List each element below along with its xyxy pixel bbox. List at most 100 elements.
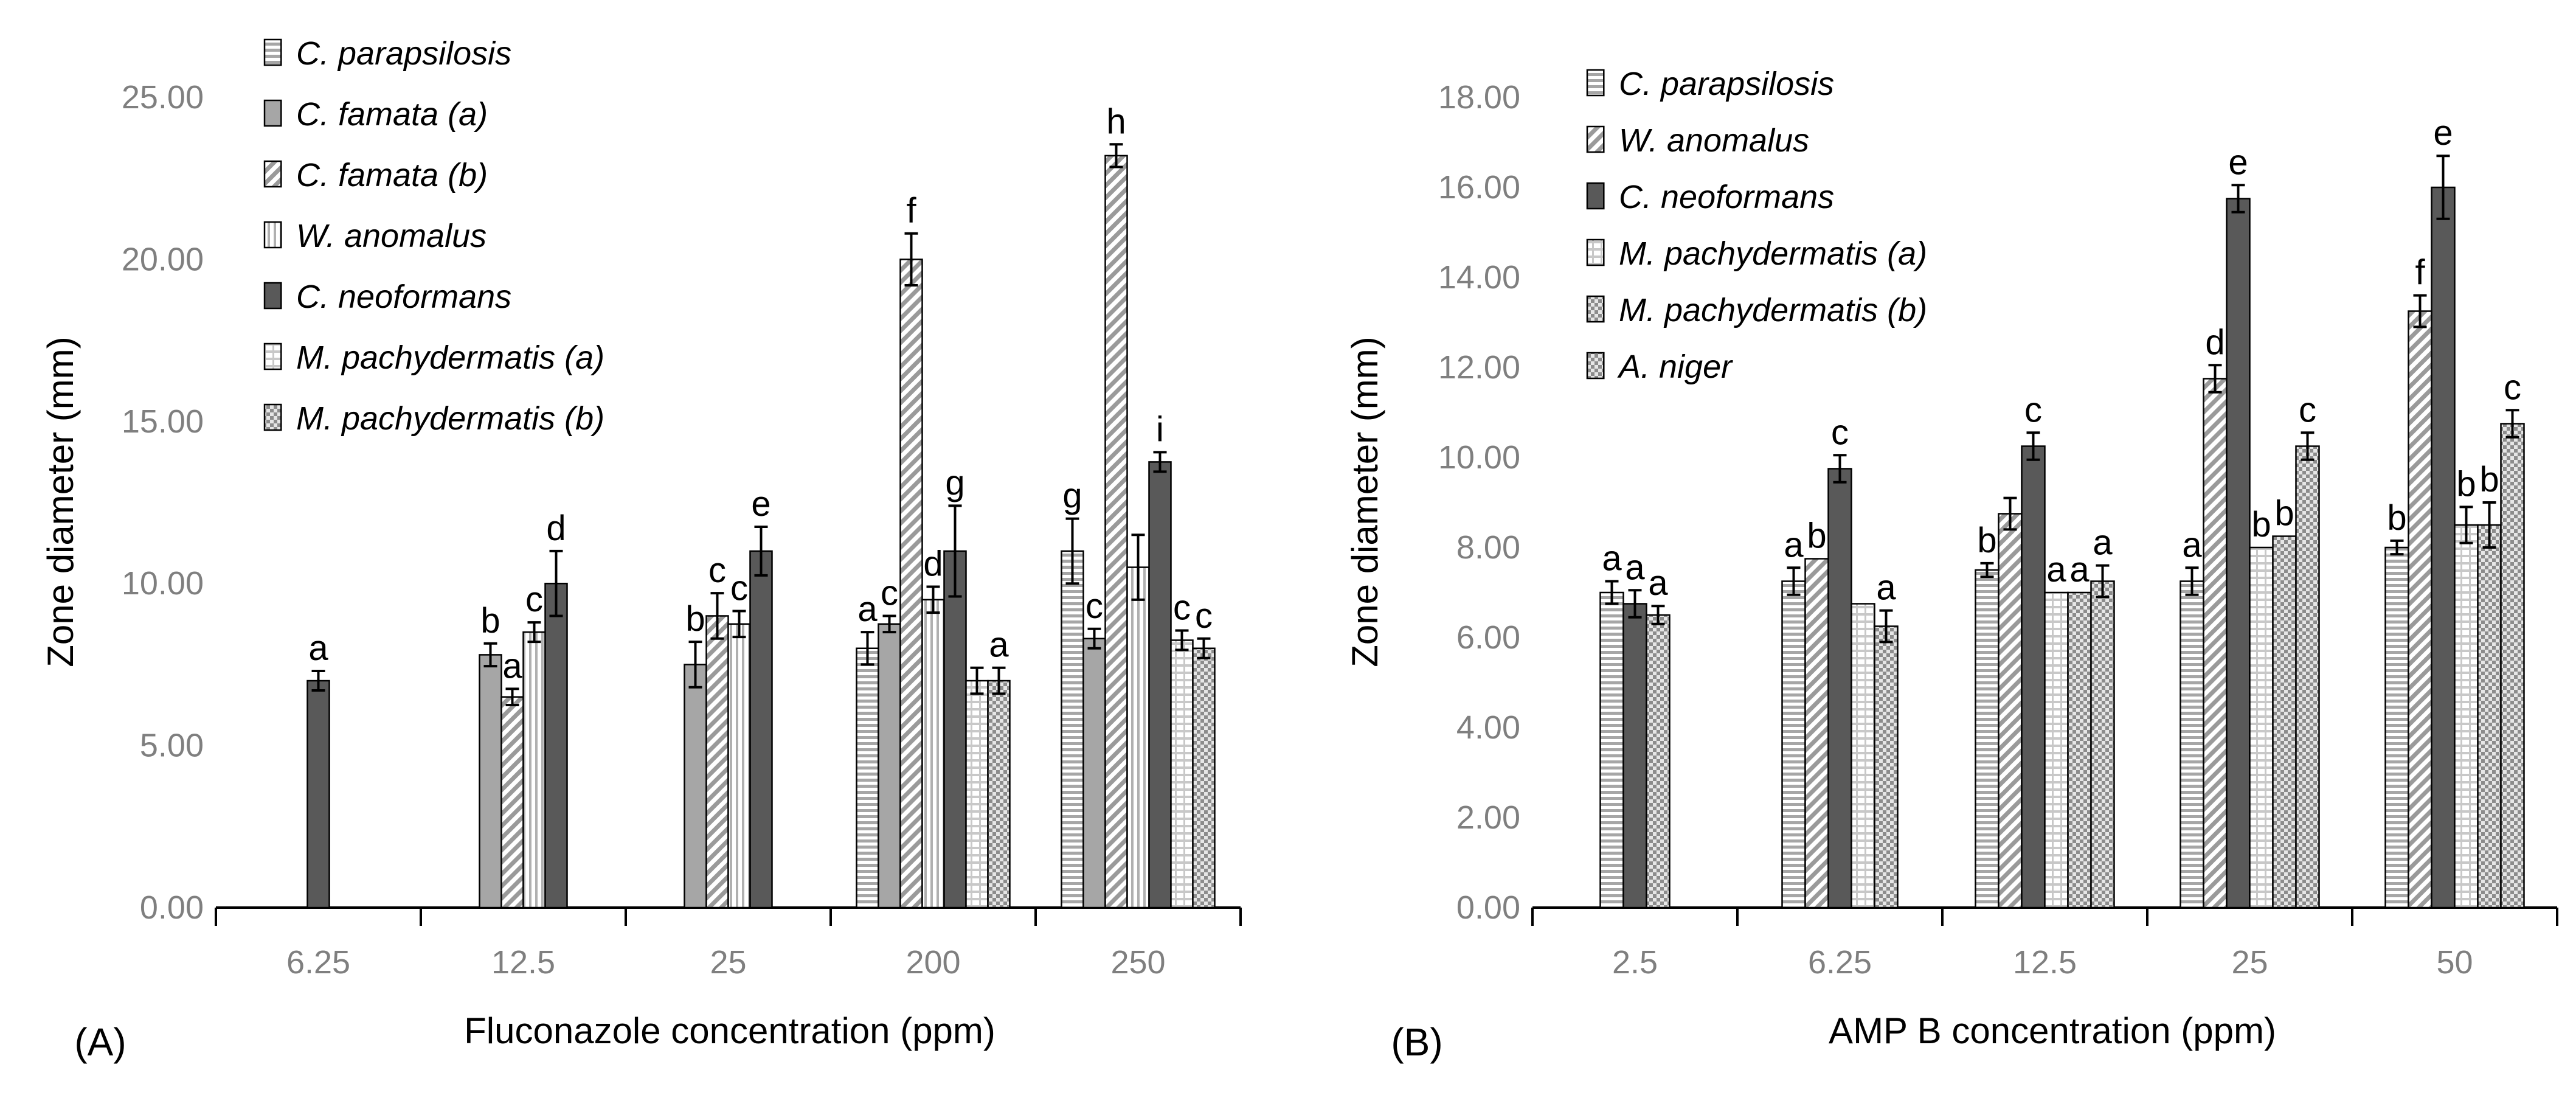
bar-a-2-4: [1104, 155, 1128, 909]
legend-label: M. pachydermatis (b): [1619, 292, 1927, 328]
significance-letter: c: [1085, 586, 1103, 626]
significance-letter: a: [1648, 563, 1668, 603]
significance-letter: c: [1195, 596, 1213, 636]
significance-letter: a: [1784, 525, 1804, 565]
significance-letter: g: [945, 463, 964, 502]
legend-swatch: [1586, 295, 1605, 323]
x-tick-label: 25: [710, 944, 746, 981]
bar-a-3-2: [727, 623, 751, 909]
bar-a-0-4: [1061, 550, 1084, 909]
panel-label: (A): [74, 1020, 126, 1064]
legend-label: C. famata (b): [296, 157, 488, 193]
x-tick-label: 12.5: [491, 944, 555, 981]
x-tick-label: 6.25: [286, 944, 350, 981]
bar-a-5-4: [1170, 639, 1194, 909]
significance-letter: f: [2415, 253, 2425, 293]
significance-letter: a: [308, 628, 328, 668]
bar-b-5-0: [1646, 614, 1671, 909]
bar-a-1-2: [684, 664, 707, 909]
bar-a-4-4: [1148, 461, 1172, 909]
bar-b-2-2: [2021, 445, 2046, 909]
bar-b-0-4: [2384, 546, 2409, 909]
y-tick-label: 8.00: [1456, 529, 1520, 566]
bar-a-3-1: [522, 631, 546, 909]
x-tick-label: 250: [1110, 944, 1165, 981]
legend-label: C. neoformans: [1619, 179, 1834, 215]
significance-letter: c: [2504, 367, 2521, 407]
bar-b-2-1: [1827, 468, 1852, 909]
significance-letter: e: [2433, 113, 2453, 153]
y-tick-label: 0.00: [1456, 889, 1520, 926]
legend-label: M. pachydermatis (a): [1619, 235, 1927, 272]
significance-letter: c: [2024, 390, 2042, 429]
y-tick-label: 6.00: [1456, 619, 1520, 656]
significance-letter: c: [708, 551, 726, 590]
legend-swatch: [263, 160, 282, 188]
significance-letter: a: [2182, 525, 2202, 565]
significance-letter: f: [906, 191, 916, 231]
legend-label: M. pachydermatis (b): [296, 400, 604, 437]
significance-letter: i: [1156, 409, 1164, 449]
significance-letter: b: [2479, 460, 2499, 499]
y-tick-label: 15.00: [122, 403, 204, 440]
legend-swatch: [1586, 125, 1605, 153]
significance-letter: h: [1106, 102, 1126, 141]
x-axis-title: AMP B concentration (ppm): [1829, 1010, 2276, 1051]
significance-letter: e: [2228, 142, 2248, 182]
y-tick-label: 20.00: [122, 241, 204, 277]
legend-label: W. anomalus: [296, 218, 486, 254]
legend-swatch: [1586, 69, 1605, 97]
bar-a-1-4: [1082, 638, 1106, 909]
y-axis-title: Zone diameter (mm): [1345, 336, 1385, 667]
y-tick-label: 10.00: [122, 565, 204, 602]
significance-letter: c: [1173, 588, 1191, 627]
legend-swatch: [263, 282, 282, 310]
y-tick-label: 12.00: [1438, 349, 1520, 386]
bar-b-0-3: [2180, 580, 2204, 909]
bar-b-3-3: [2249, 546, 2274, 909]
bar-a-0-3: [856, 647, 879, 909]
panel-label: (B): [1391, 1020, 1442, 1064]
significance-letter: g: [1062, 476, 1082, 516]
legend-label: C. neoformans: [296, 279, 511, 315]
bar-b-5-4: [2500, 423, 2525, 909]
bar-b-1-3: [2203, 378, 2228, 909]
bar-a-2-1: [500, 696, 524, 909]
panel-a-chart: 0.005.0010.0015.0020.0025.00a6.25bacd12.…: [40, 35, 1242, 1064]
y-tick-label: 14.00: [1438, 259, 1520, 296]
panel-b-chart: 0.00 2.00 4.00 6.00 8.00 10.00 12.00 14.00 16.00…: [1345, 66, 2558, 1064]
legend-label: C. famata (a): [296, 96, 488, 133]
bar-b-2-3: [2226, 198, 2251, 909]
significance-letter: b: [2274, 494, 2294, 533]
significance-letter: a: [2046, 550, 2066, 589]
x-tick-label: 12.5: [2013, 944, 2077, 981]
legend-swatch: [263, 99, 282, 127]
significance-letter: d: [2205, 322, 2225, 362]
bar-b-5-2: [2090, 580, 2115, 909]
significance-letter: c: [881, 573, 898, 613]
bar-b-2-0: [1622, 603, 1647, 909]
bar-b-1-4: [2408, 310, 2432, 909]
bar-b-3-1: [1851, 603, 1875, 909]
x-axis-title: Fluconazole concentration (ppm): [464, 1010, 995, 1051]
significance-letter: a: [2069, 550, 2090, 589]
x-tick-label: 2.5: [1612, 944, 1658, 981]
legend-swatch: [1586, 238, 1605, 266]
bar-b-0-1: [1781, 580, 1806, 909]
significance-letter: e: [751, 484, 770, 524]
legend-swatch: [263, 342, 282, 370]
y-tick-label: 4.00: [1456, 709, 1520, 746]
y-tick-label: 25.00: [122, 79, 204, 116]
y-tick-label: 2.00: [1456, 799, 1520, 836]
significance-letter: a: [1602, 539, 1622, 579]
legend-label: W. anomalus: [1619, 122, 1809, 159]
significance-letter: b: [685, 599, 705, 639]
significance-letter: a: [989, 625, 1009, 665]
y-tick-label: 18.00: [1438, 79, 1520, 116]
y-tick-label: 0.00: [140, 889, 204, 926]
x-tick-label: 50: [2436, 944, 2473, 981]
significance-letter: a: [1625, 547, 1645, 587]
bar-b-0-2: [1975, 569, 2000, 909]
legend-label: C. parapsilosis: [1619, 66, 1834, 102]
significance-letter: c: [525, 580, 543, 619]
